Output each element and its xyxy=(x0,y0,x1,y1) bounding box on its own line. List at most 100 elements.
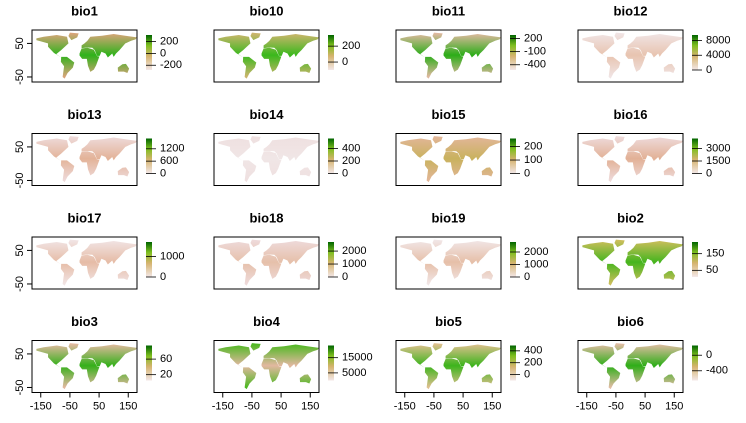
map-panel: bio10 200 0 xyxy=(213,3,360,83)
land xyxy=(663,63,676,73)
plot-frame xyxy=(577,133,684,186)
legend-tick-label: 60 xyxy=(160,353,172,365)
land xyxy=(625,151,646,176)
legend-tick-label: 100 xyxy=(524,154,542,166)
panel-title: bio6 xyxy=(617,314,644,329)
legend-bar xyxy=(146,35,152,70)
land xyxy=(625,47,646,72)
legend-tick-label: 0 xyxy=(342,56,348,68)
legend-tick-label: -100 xyxy=(524,46,546,58)
legend-tick-label: 50 xyxy=(706,264,718,276)
land xyxy=(432,136,443,144)
panel-title: bio18 xyxy=(250,210,284,225)
land xyxy=(481,167,494,177)
land xyxy=(627,34,683,58)
land xyxy=(481,63,494,73)
land xyxy=(263,137,319,162)
legend-tick-label: 150 xyxy=(706,248,724,260)
x-tick-label: 50 xyxy=(93,400,105,412)
land xyxy=(117,374,130,384)
legend-tick-label: 15000 xyxy=(342,352,373,364)
land xyxy=(432,343,443,351)
land xyxy=(261,358,282,383)
panel-title: bio14 xyxy=(250,107,285,122)
legend-tick-label: 200 xyxy=(524,140,542,152)
land xyxy=(242,56,257,79)
land xyxy=(117,167,130,177)
legend-tick-label: 20 xyxy=(160,369,172,381)
land xyxy=(627,241,683,265)
legend-tick-label: 200 xyxy=(342,40,360,52)
land xyxy=(424,160,439,183)
y-tick-label: -50 xyxy=(14,69,26,85)
land xyxy=(424,56,439,79)
land xyxy=(299,374,312,384)
land xyxy=(263,34,319,58)
land xyxy=(261,254,282,279)
x-tick-label: -150 xyxy=(212,400,234,412)
plot-frame xyxy=(213,236,320,290)
panel-title: bio3 xyxy=(71,314,98,329)
x-tick-label: -50 xyxy=(608,400,624,412)
land xyxy=(79,151,100,176)
land xyxy=(424,263,439,286)
land xyxy=(250,32,261,41)
land xyxy=(400,345,433,369)
land xyxy=(400,242,433,265)
legend-tick-label: 2000 xyxy=(342,245,366,257)
land xyxy=(663,167,676,177)
land xyxy=(117,270,130,280)
legend-bar xyxy=(510,242,516,277)
land xyxy=(432,239,443,248)
y-tick-label: 50 xyxy=(14,348,26,360)
land xyxy=(79,47,100,72)
land xyxy=(60,263,75,286)
legend-tick-label: 2000 xyxy=(524,246,548,258)
legend-tick-label: 5000 xyxy=(342,367,366,379)
plot-frame xyxy=(213,340,320,393)
legend-bar xyxy=(692,35,698,70)
legend-tick-label: 0 xyxy=(342,271,348,283)
y-tick-label: 50 xyxy=(14,244,26,256)
legend-tick-label: 1200 xyxy=(160,143,184,155)
land xyxy=(36,345,69,369)
legend-bar xyxy=(328,138,334,174)
legend-tick-label: 3000 xyxy=(706,142,730,154)
legend-tick-label: 0 xyxy=(706,349,712,361)
map-panel: bio3 60 20 50 -50 -150 -50 50 150 xyxy=(14,314,172,412)
panel-title: bio16 xyxy=(614,107,648,122)
land xyxy=(443,151,464,176)
land xyxy=(79,254,100,279)
land xyxy=(663,374,676,384)
land xyxy=(261,47,282,72)
plot-frame xyxy=(395,133,502,186)
land xyxy=(445,34,501,58)
land xyxy=(443,254,464,279)
legend-tick-label: 0 xyxy=(706,64,712,76)
panel-title: bio19 xyxy=(432,210,466,225)
land xyxy=(250,239,261,248)
land xyxy=(68,343,79,351)
legend-tick-label: 200 xyxy=(524,32,542,44)
legend-tick-label: -400 xyxy=(706,365,728,377)
land xyxy=(36,138,69,162)
legend-bar xyxy=(692,138,698,174)
land xyxy=(79,358,100,383)
legend-tick-label: 1500 xyxy=(706,155,730,167)
land xyxy=(627,344,683,369)
x-tick-label: -150 xyxy=(576,400,598,412)
legend-tick-label: 0 xyxy=(524,271,530,283)
legend-tick-label: 0 xyxy=(706,167,712,179)
legend-tick-label: 200 xyxy=(524,357,542,369)
legend-tick-label: 400 xyxy=(524,345,542,357)
plot-frame xyxy=(31,29,138,83)
plot-frame xyxy=(31,133,138,186)
land xyxy=(582,345,615,369)
legend-bar xyxy=(328,345,334,381)
legend-bar xyxy=(510,138,516,174)
land xyxy=(625,358,646,383)
panel-title: bio5 xyxy=(435,314,462,329)
